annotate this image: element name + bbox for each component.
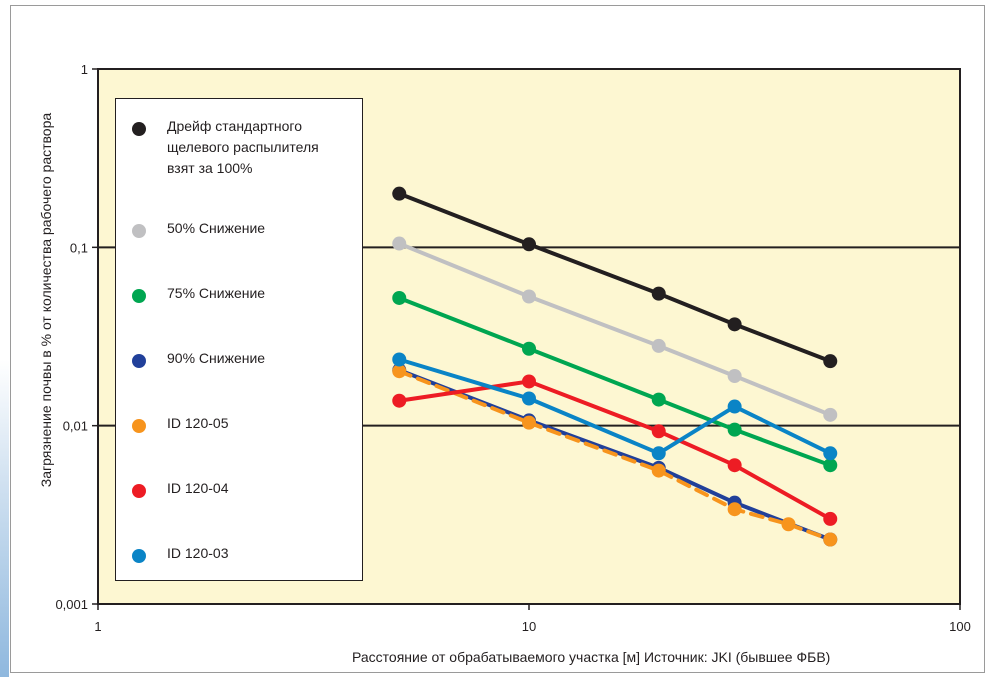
data-point <box>651 286 666 301</box>
data-point <box>522 341 536 356</box>
legend-marker <box>132 484 146 498</box>
series-5 <box>392 364 838 547</box>
data-point <box>823 511 838 526</box>
legend-label: ID 120-05 <box>167 415 229 431</box>
data-point <box>392 236 407 251</box>
x-axis-label: Расстояние от обрабатываемого участка [м… <box>352 649 831 665</box>
series-6 <box>392 374 838 526</box>
legend-marker <box>132 122 146 136</box>
data-point <box>392 352 407 367</box>
data-point <box>727 317 742 332</box>
data-point <box>392 364 407 379</box>
data-point <box>522 289 536 304</box>
data-point <box>823 458 838 473</box>
data-point <box>651 338 666 353</box>
data-point <box>392 290 407 305</box>
data-point <box>522 374 536 389</box>
data-point <box>727 458 742 473</box>
data-point <box>522 237 536 252</box>
data-point <box>823 446 838 461</box>
legend-label: Дрейф стандартного щелевого распылителя вз… <box>167 118 319 176</box>
x-tick-label: 10 <box>522 619 536 634</box>
data-point <box>651 424 666 439</box>
y-axis-label: Загрязнение почвы в % от количества рабо… <box>38 112 54 488</box>
legend-marker <box>132 549 146 563</box>
legend-label: ID 120-03 <box>167 545 229 561</box>
data-point <box>651 446 666 461</box>
data-point <box>781 517 796 532</box>
data-point <box>727 368 742 383</box>
y-tick-label: 0,1 <box>70 240 88 255</box>
legend-label: 75% Снижение <box>167 285 266 301</box>
data-point <box>823 532 838 547</box>
y-tick-label: 1 <box>81 62 88 77</box>
x-tick-label: 100 <box>949 619 971 634</box>
data-point <box>727 399 742 414</box>
data-point <box>392 393 407 408</box>
chart-legend: Дрейф стандартного щелевого распылителя вз… <box>115 98 363 581</box>
legend-marker <box>132 224 146 238</box>
legend-marker <box>132 354 146 368</box>
data-point <box>651 392 666 407</box>
y-tick-label: 0,001 <box>55 597 88 612</box>
data-point <box>823 407 838 422</box>
legend-marker <box>132 289 146 303</box>
data-point <box>522 415 536 430</box>
y-tick-label: 0,01 <box>63 419 88 434</box>
legend-marker <box>132 419 146 433</box>
data-point <box>727 422 742 437</box>
series-line <box>397 369 833 542</box>
data-point <box>823 354 838 369</box>
legend-label: 50% Снижение <box>167 220 266 236</box>
legend-label: ID 120-04 <box>167 480 229 496</box>
data-point <box>392 186 407 201</box>
data-point <box>651 463 666 478</box>
series-2 <box>392 236 838 422</box>
legend-label: 90% Снижение <box>167 350 266 366</box>
data-point <box>727 502 742 517</box>
data-point <box>522 391 536 406</box>
series-1 <box>392 186 838 369</box>
series-3 <box>392 290 838 473</box>
x-tick-label: 1 <box>94 619 101 634</box>
series-7 <box>392 352 838 461</box>
decorative-side-strip <box>0 360 9 677</box>
